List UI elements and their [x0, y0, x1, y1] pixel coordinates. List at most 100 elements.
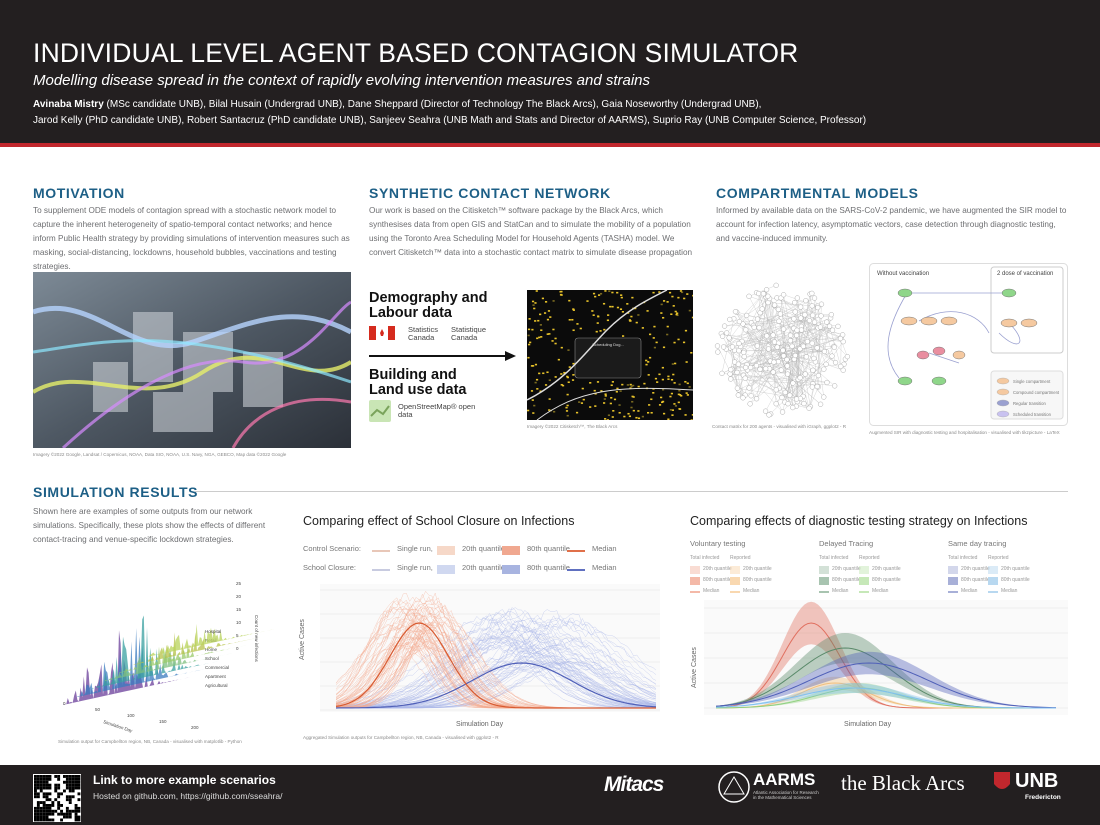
surface-ribbon	[147, 623, 275, 657]
graph-node	[792, 309, 798, 315]
z-tick-label: 5	[236, 633, 239, 638]
z-tick-label: 20	[236, 594, 242, 599]
graph-node	[790, 380, 796, 386]
graph-node	[802, 312, 808, 318]
qr-cell	[42, 809, 46, 813]
agent-dot	[655, 341, 658, 344]
legend-swatch	[988, 591, 998, 593]
graph-node	[782, 389, 788, 396]
qr-cell	[48, 777, 52, 781]
header-rule	[0, 143, 1100, 147]
graph-edge	[730, 369, 746, 396]
citisketch-image: Scheduling Dog...	[527, 290, 693, 420]
agent-dot	[652, 291, 655, 294]
graph-node	[770, 332, 776, 338]
agent-dot	[592, 292, 596, 295]
graph-node	[773, 282, 779, 288]
agent-dot	[619, 308, 623, 311]
graph-node	[810, 367, 816, 373]
graph-node	[726, 335, 732, 341]
qr-cell	[34, 780, 37, 784]
qr-cell	[57, 806, 61, 810]
agent-dot	[670, 313, 673, 316]
agent-dot	[561, 384, 565, 387]
agent-dot	[548, 379, 551, 382]
qr-cell	[45, 812, 49, 816]
qr-cell	[60, 818, 63, 822]
qr-cell	[77, 792, 81, 796]
graph-node	[777, 311, 784, 317]
qr-cell	[39, 780, 43, 784]
agent-dot	[641, 327, 644, 329]
agent-dot	[546, 318, 550, 321]
graph-node	[811, 319, 818, 325]
graph-node	[817, 324, 824, 330]
graph-node	[743, 327, 749, 333]
agent-dot	[544, 384, 548, 386]
link-url[interactable]: Hosted on github.com, https://github.com…	[93, 791, 283, 801]
agent-dot	[654, 377, 658, 380]
image-caption: Aggregated Simulation outputs for Campbe…	[303, 735, 499, 740]
agent-dot	[686, 293, 689, 295]
agent-dot	[647, 361, 650, 363]
qr-cell	[42, 792, 46, 796]
link-title[interactable]: Link to more example scenarios	[93, 773, 276, 787]
legend-swatch	[948, 577, 958, 585]
agent-dot	[660, 303, 663, 306]
legend-label: Single compartment	[1013, 379, 1051, 384]
qr-cell	[63, 775, 66, 778]
graph-edge	[760, 312, 801, 349]
legend-swatch	[948, 591, 958, 593]
legend-label: Median	[1001, 588, 1018, 594]
agent-dot	[660, 396, 663, 399]
agent-dot	[572, 308, 575, 310]
legend-column: Reported	[859, 555, 880, 561]
agent-dot	[554, 337, 557, 340]
agent-dot	[606, 319, 610, 322]
agent-dot	[534, 320, 537, 322]
agent-dot	[527, 356, 530, 359]
x-tick-label: 100	[127, 713, 135, 718]
qr-cell	[34, 775, 37, 778]
agent-dot	[620, 296, 623, 299]
agent-dot	[666, 301, 669, 303]
agent-dot	[634, 307, 637, 310]
logo-blackarcs: the Black Arcs	[841, 771, 965, 795]
graph-edge	[726, 293, 764, 334]
legend-label: Median	[961, 588, 978, 594]
legend-swatch	[502, 546, 520, 555]
qr-cell	[74, 809, 78, 813]
agent-dot	[627, 412, 630, 415]
agent-dot	[662, 346, 666, 349]
graph-node	[735, 361, 742, 367]
agent-dot	[684, 329, 688, 332]
qr-cell	[36, 806, 40, 810]
qr-cell	[48, 809, 52, 813]
agent-dot	[599, 330, 602, 332]
agent-dot	[534, 302, 537, 304]
graph-node	[802, 371, 808, 377]
graph-node	[719, 370, 725, 376]
agent-dot	[630, 315, 633, 318]
poster-title: INDIVIDUAL LEVEL AGENT BASED CONTAGION S…	[33, 38, 799, 68]
graph-edge	[751, 322, 788, 367]
graph-node	[835, 323, 841, 329]
agent-dot	[528, 343, 531, 346]
agent-dot	[682, 341, 686, 344]
qr-cell	[36, 775, 40, 778]
graph-node	[811, 295, 818, 301]
qr-cell	[42, 818, 46, 822]
median	[335, 662, 657, 709]
agent-dot	[676, 312, 679, 315]
graph-node	[780, 326, 787, 332]
single-run	[335, 637, 657, 707]
qr-cell	[68, 809, 72, 813]
agent-dot	[530, 365, 534, 367]
qr-cell	[45, 809, 49, 813]
agent-dot	[615, 390, 618, 393]
qr-code[interactable]	[33, 774, 81, 822]
graph-node	[779, 409, 786, 415]
graph-node	[829, 327, 836, 333]
legend-swatch	[437, 546, 455, 555]
legend-label: 80th quantile	[1001, 577, 1030, 583]
